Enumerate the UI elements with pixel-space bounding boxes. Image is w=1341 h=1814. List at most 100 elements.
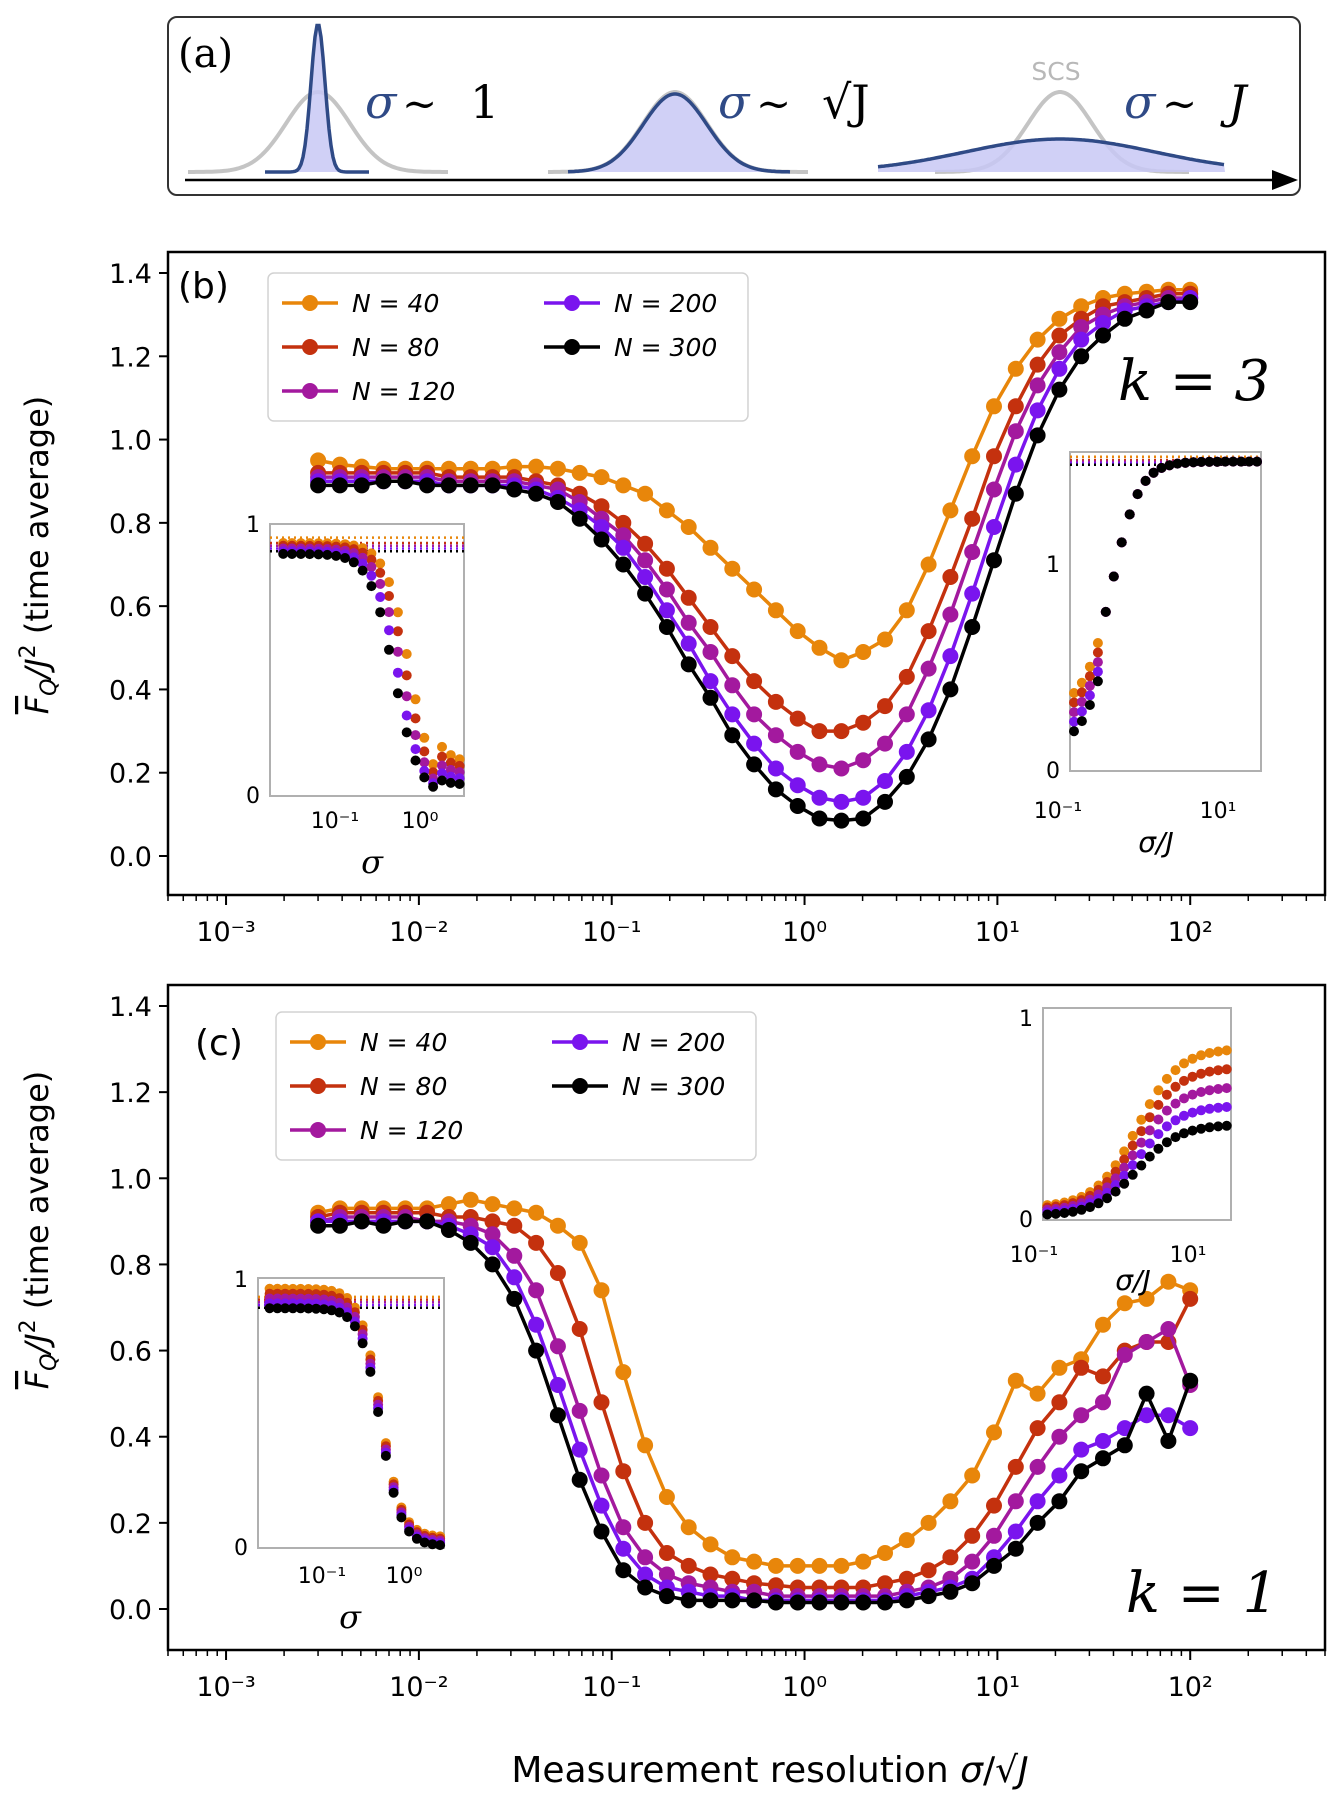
inset-point (1136, 1137, 1147, 1148)
inset-point (384, 607, 394, 618)
inset-point (1213, 1046, 1224, 1057)
inset-point (1085, 1202, 1095, 1213)
data-point (1073, 331, 1090, 348)
inset-point (1144, 1125, 1155, 1136)
inset-point (366, 562, 377, 572)
inset-point (1144, 1112, 1155, 1123)
inset-c-left-xtick-1: 10⁰ (386, 1564, 423, 1589)
inset-point (410, 730, 421, 741)
data-point (680, 1519, 697, 1536)
inset-point (445, 757, 456, 768)
data-point (1029, 1514, 1046, 1531)
data-point (855, 644, 872, 660)
data-point (1051, 1467, 1068, 1484)
data-point (986, 1557, 1002, 1574)
legend-marker-N200 (564, 295, 580, 311)
inset-point (375, 558, 386, 569)
data-point (440, 1222, 457, 1238)
data-point (1029, 1385, 1046, 1402)
data-point (462, 1191, 479, 1208)
data-point (898, 602, 915, 619)
panel-c-axes: 0.00.20.40.60.81.01.21.410⁻³ 10⁻² 10⁻¹ 10⁰ 1… (109, 992, 1326, 1703)
data-point (789, 1557, 806, 1574)
data-point (1029, 356, 1046, 373)
inset-b-left-xtick-1: 10⁰ (402, 809, 439, 834)
data-point (855, 714, 872, 731)
inset-c-right-xlabel: σ/J (1115, 1264, 1150, 1297)
data-point (1051, 327, 1068, 344)
data-point (484, 1213, 501, 1230)
inset-point (1132, 489, 1143, 500)
inset-point (428, 781, 439, 792)
inset-point (1187, 1089, 1198, 1100)
data-point (549, 1407, 566, 1424)
data-point (724, 1570, 741, 1587)
inset-point (1213, 1102, 1224, 1113)
series-N300 (310, 1213, 1199, 1611)
inset-point (264, 1303, 275, 1314)
data-point (1116, 1437, 1133, 1454)
sketch-1-curve (265, 23, 369, 174)
data-point (310, 477, 327, 494)
data-point (440, 477, 457, 494)
data-point (593, 519, 610, 535)
data-point (593, 1497, 610, 1514)
data-point (1051, 381, 1068, 398)
inset-point (1119, 1170, 1130, 1181)
data-point (1095, 1394, 1111, 1411)
data-point (615, 1562, 632, 1579)
xtick-label: 10⁰ (782, 917, 827, 948)
data-point (506, 1269, 523, 1286)
ytick-label: 0.6 (109, 592, 152, 623)
data-point (506, 1247, 523, 1264)
data-point (702, 1536, 719, 1553)
legend-label-N40: N = 40 (352, 289, 439, 318)
inset-point (1170, 1115, 1181, 1126)
series-N80 (310, 1204, 1199, 1596)
data-point (811, 639, 828, 656)
data-point (331, 1217, 348, 1234)
sketch-3-sigma: σ (1124, 75, 1157, 129)
inset-point (1213, 1121, 1224, 1132)
inset-point (1156, 462, 1167, 473)
data-point (637, 1579, 654, 1596)
inset-c-right-ytick-0: 0 (1019, 1208, 1033, 1233)
inset-point (392, 667, 403, 678)
inset-point (1119, 1146, 1130, 1157)
data-point (920, 731, 937, 748)
data-point (855, 810, 872, 827)
data-point (615, 1463, 632, 1480)
data-point (746, 706, 763, 723)
inset-point (1236, 456, 1247, 467)
inset-c-left-ytick-1: 1 (234, 1268, 248, 1293)
inset-point (340, 553, 350, 563)
data-point (571, 1441, 588, 1458)
inset-point (1110, 1186, 1121, 1197)
inset-point (366, 554, 377, 565)
data-point (484, 1196, 501, 1213)
data-point (1007, 1372, 1024, 1389)
inset-point (1188, 457, 1199, 468)
data-point (1007, 360, 1024, 377)
data-point (1051, 1493, 1068, 1510)
data-point (724, 560, 741, 577)
inset-b-left-xtick-0: 10⁻¹ (311, 809, 359, 834)
data-point (702, 689, 719, 706)
data-point (789, 743, 806, 760)
inset-point (411, 1533, 422, 1544)
data-point (1160, 1321, 1177, 1337)
inset-point (295, 1303, 306, 1314)
sketch-3 (877, 90, 1225, 174)
inset-point (384, 577, 394, 588)
inset-point (1196, 1087, 1207, 1097)
data-point (571, 510, 588, 527)
data-point (964, 1527, 981, 1544)
legend-marker-N80 (310, 1078, 326, 1094)
data-point (1138, 1334, 1155, 1350)
sketch-2-scale: √J (822, 75, 870, 129)
data-point (877, 773, 893, 789)
inset-point (1042, 1209, 1053, 1220)
panel-c: 0.00.20.40.60.81.01.21.410⁻³ 10⁻² 10⁻¹ 10⁰ 1… (109, 983, 1327, 1703)
legend-label-N300: N = 300 (622, 1072, 725, 1101)
data-point (637, 1566, 654, 1583)
